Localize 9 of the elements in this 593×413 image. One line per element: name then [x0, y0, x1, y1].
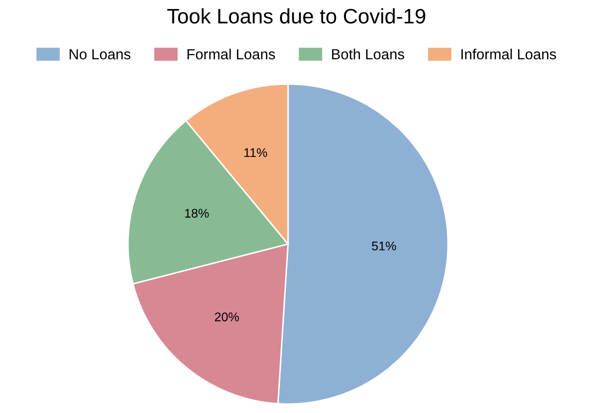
legend-label: No Loans [70, 49, 130, 60]
legend-label: Both Loans [332, 48, 404, 60]
legend-label: Informal Loans [461, 48, 556, 60]
legend-label: Formal Loans [188, 48, 275, 60]
data-label: 18% [185, 208, 209, 218]
data-label: 20% [214, 312, 239, 322]
data-label: 11% [244, 148, 268, 157]
data-label: 51% [372, 242, 396, 250]
chart-title: Took Loans due to Covid-19 [167, 8, 426, 24]
